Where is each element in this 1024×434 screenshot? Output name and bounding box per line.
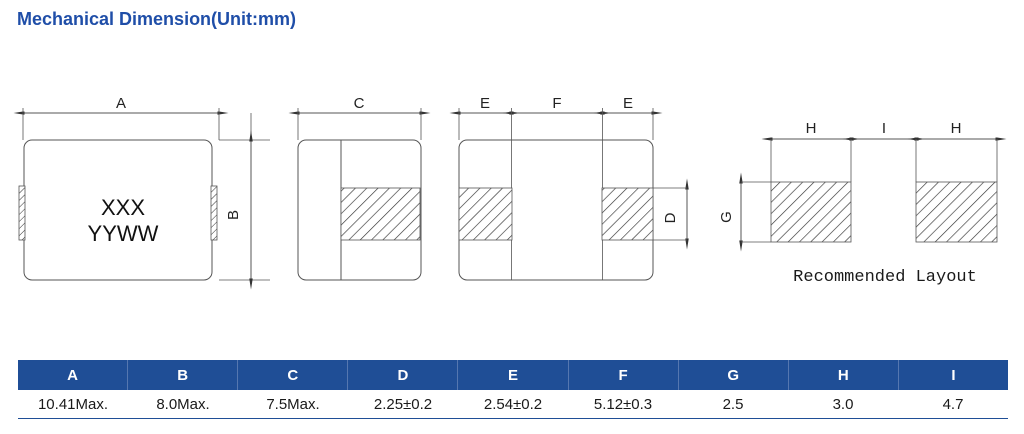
svg-text:H: H — [951, 120, 962, 137]
svg-text:E: E — [480, 95, 490, 112]
svg-text:B: B — [225, 210, 242, 220]
svg-text:C: C — [354, 95, 365, 112]
svg-text:H: H — [806, 120, 817, 137]
svg-text:G: G — [718, 211, 735, 223]
svg-text:A: A — [116, 95, 126, 112]
svg-text:E: E — [623, 95, 633, 112]
svg-text:F: F — [552, 95, 561, 112]
svg-text:Recommended Layout: Recommended Layout — [793, 268, 977, 287]
svg-text:XXX: XXX — [101, 195, 145, 220]
svg-text:I: I — [882, 120, 886, 137]
svg-text:YYWW: YYWW — [88, 221, 159, 246]
svg-text:D: D — [662, 212, 679, 223]
